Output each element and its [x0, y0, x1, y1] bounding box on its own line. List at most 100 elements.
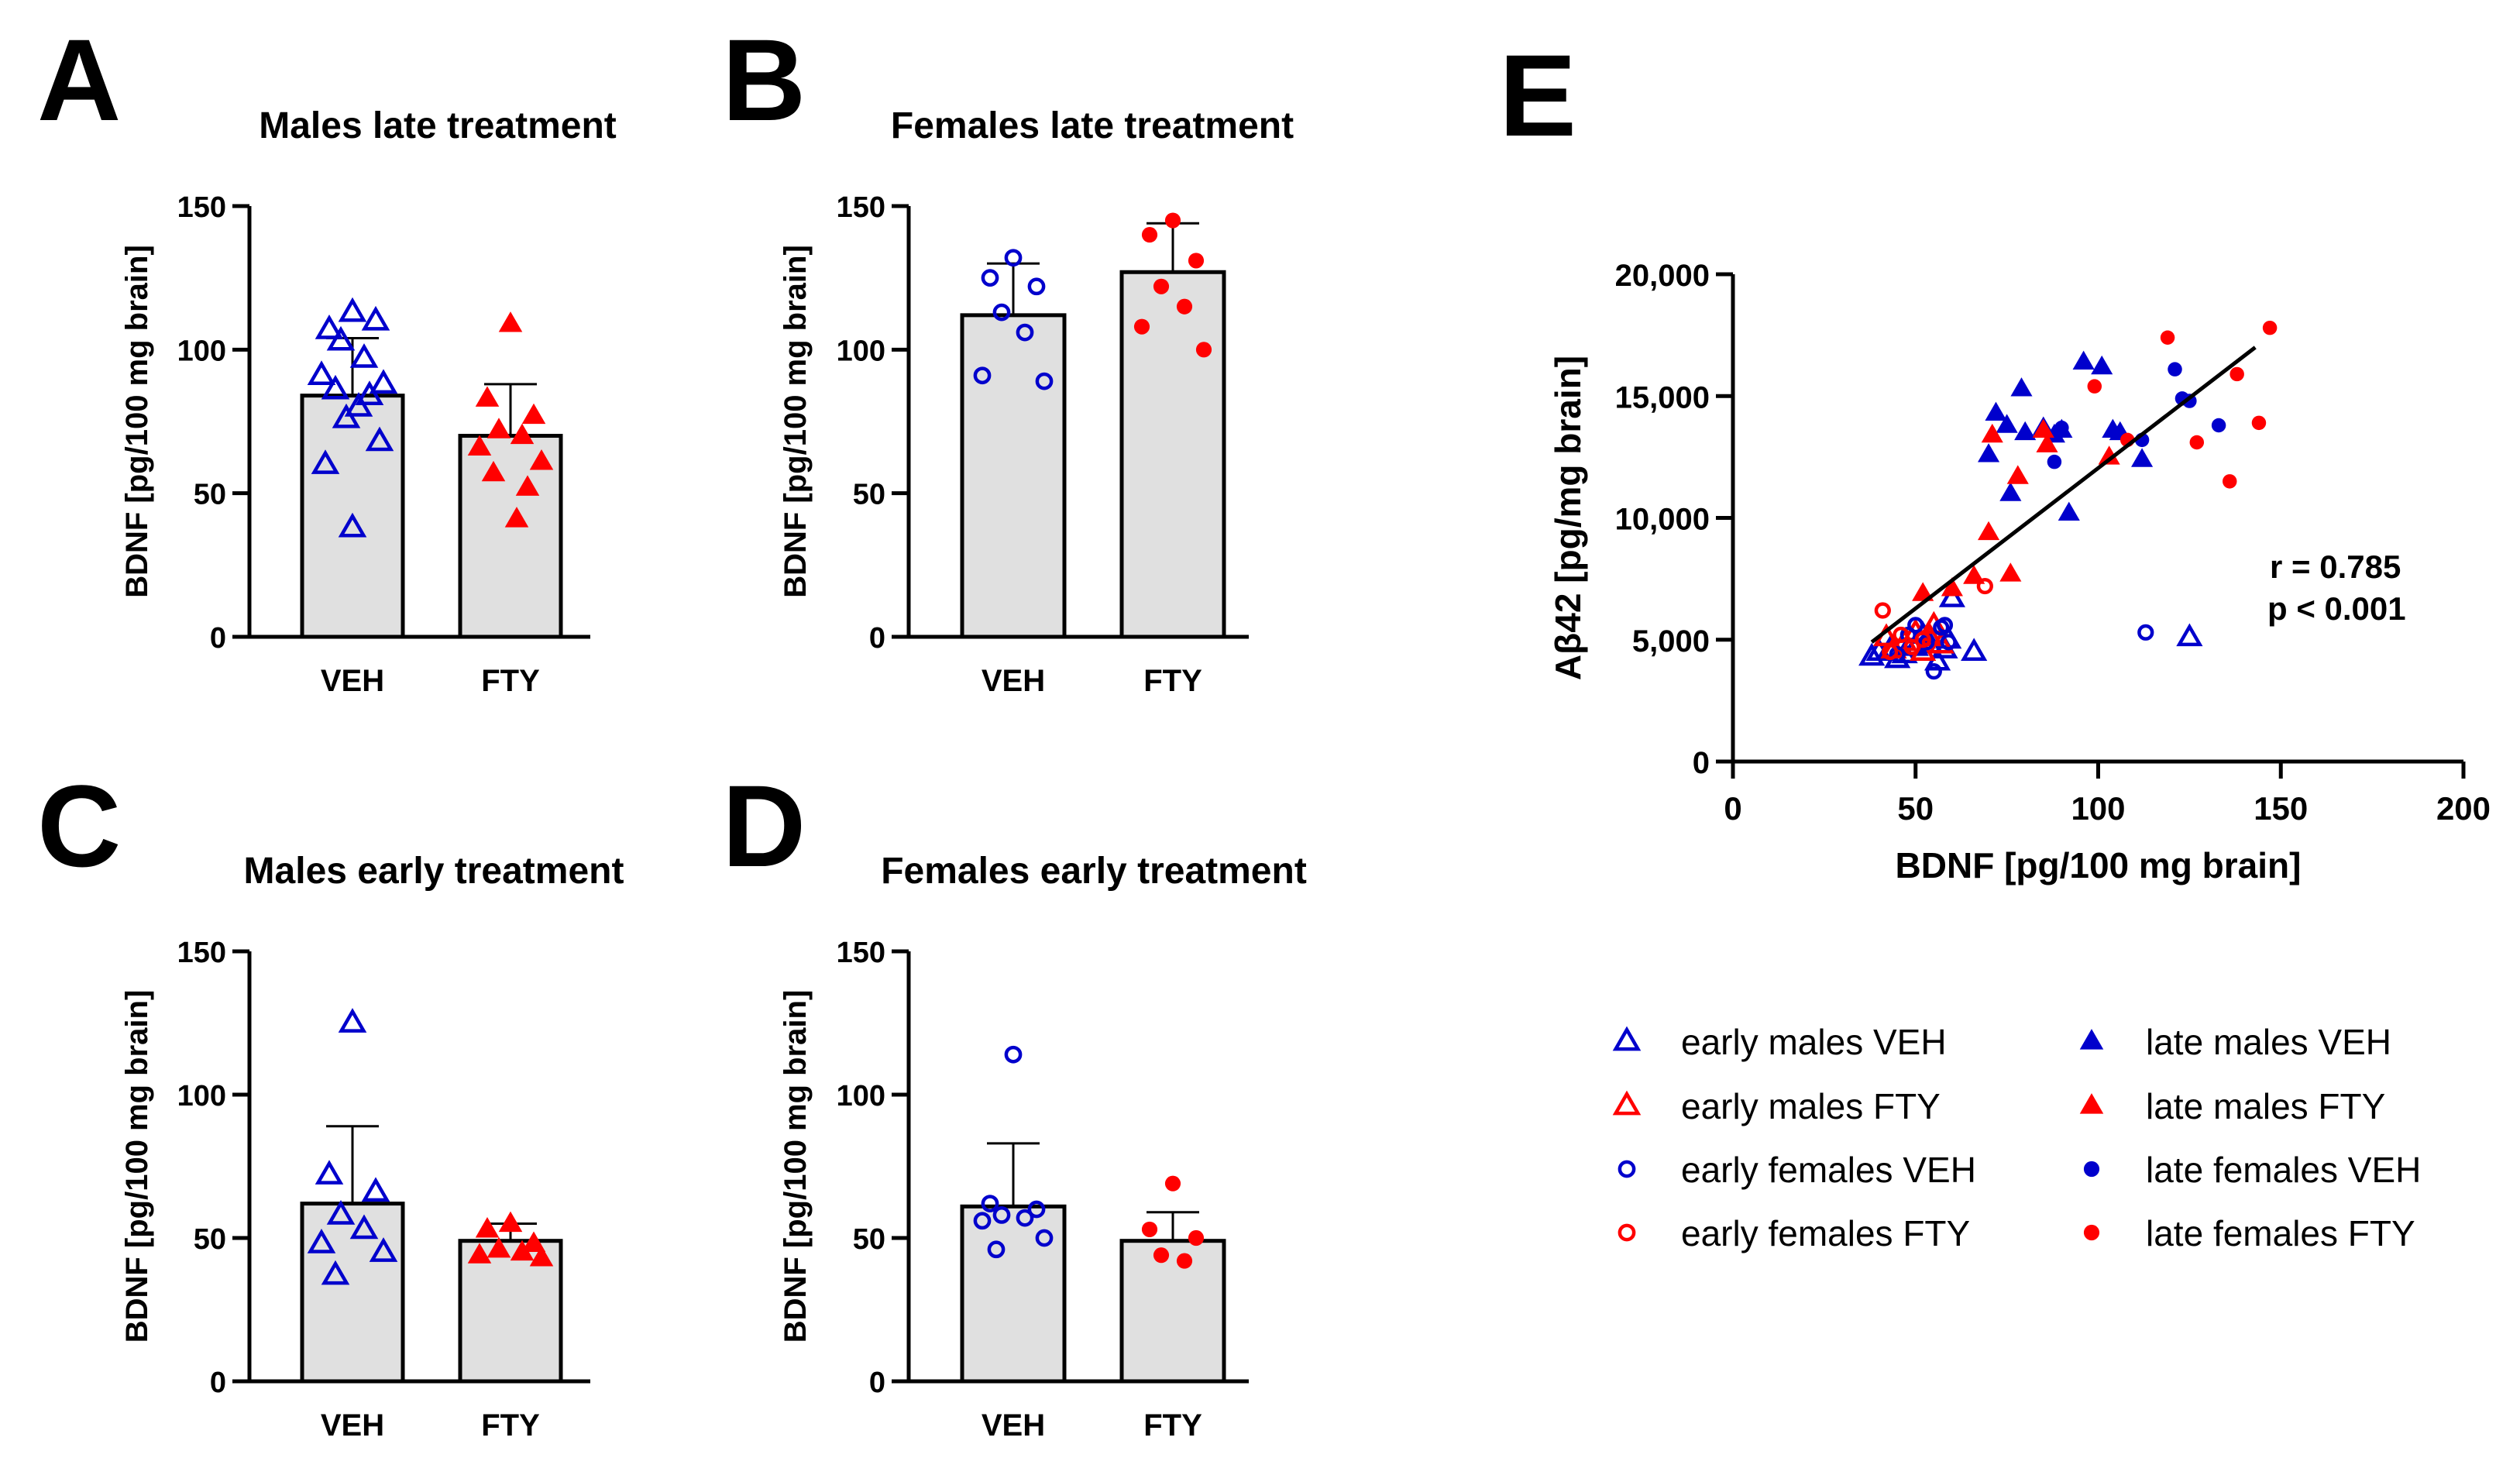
data-point: [361, 305, 390, 331]
data-point: [973, 1212, 992, 1230]
data-point: [311, 449, 340, 474]
bar-VEH: [960, 1204, 1067, 1384]
legend-label: late females FTY: [2146, 1213, 2415, 1253]
data-point: [467, 1243, 492, 1264]
data-point: [1153, 278, 1170, 294]
chart-title-C: Males early treatment: [244, 851, 624, 892]
data-point: [521, 403, 546, 425]
data-point: [1195, 342, 1212, 358]
legend-label: early females VEH: [1681, 1150, 1976, 1190]
y-axis-label-C: BDNF [pg/100 mg brain]: [120, 990, 154, 1343]
x-tick-label-FTY: FTY: [481, 1408, 540, 1443]
data-point: [1963, 565, 1985, 584]
x-tick-label-FTY: FTY: [481, 664, 540, 698]
x-tick-label-VEH: VEH: [321, 664, 384, 698]
data-point: [321, 1260, 350, 1285]
data-point: [1907, 617, 1924, 634]
data-point: [349, 343, 379, 368]
y-tick-label: 15,000: [1615, 380, 1710, 414]
legend-marker: [1612, 1090, 1642, 1116]
data-point: [321, 374, 350, 400]
data-point: [1882, 643, 1899, 661]
data-point: [992, 303, 1011, 322]
y-tick-label: 150: [837, 191, 885, 224]
data-point: [326, 1200, 356, 1225]
data-point: [1977, 521, 2000, 541]
x-tick-label: 200: [2436, 790, 2491, 827]
data-point: [315, 315, 344, 339]
series-late-females-VEH: [2047, 362, 2226, 469]
data-point: [2036, 433, 2058, 452]
legend: early males VEH early males FTY early fema…: [1612, 1022, 2421, 1253]
data-point: [1941, 577, 1963, 597]
data-point: [1999, 482, 2022, 501]
panel-label-A: A: [37, 15, 121, 145]
data-point: [1153, 1247, 1170, 1264]
data-point: [1016, 323, 1034, 342]
legend-label: early males FTY: [1681, 1086, 1941, 1126]
data-point: [1188, 1229, 1205, 1247]
data-point: [2032, 418, 2054, 438]
y-tick-label: 0: [869, 622, 885, 655]
data-point: [1035, 372, 1054, 390]
data-point: [2010, 377, 2033, 397]
y-tick-label: 10,000: [1615, 503, 1710, 537]
data-point: [1914, 631, 1931, 648]
data-point: [521, 1231, 546, 1252]
panel-label-B: B: [722, 15, 806, 145]
y-tick-label: 100: [177, 1080, 226, 1112]
data-point: [515, 475, 540, 496]
data-point: [2176, 623, 2203, 647]
data-point: [1976, 577, 1993, 595]
data-point: [2072, 350, 2095, 370]
data-point: [1176, 298, 1193, 315]
data-point: [1164, 1175, 1181, 1192]
data-point: [1035, 1229, 1054, 1247]
y-tick-label: 0: [210, 622, 226, 655]
data-point: [315, 1160, 344, 1185]
panel-label-C: C: [37, 761, 121, 891]
data-point: [1996, 414, 2018, 433]
data-point: [1874, 602, 1891, 619]
data-point: [981, 1195, 999, 1212]
data-point: [2006, 465, 2029, 484]
legend-label: late males FTY: [2146, 1086, 2385, 1126]
data-point: [2054, 420, 2069, 435]
panel-label-D: D: [722, 761, 806, 891]
data-point: [332, 403, 361, 428]
data-point: [510, 423, 535, 445]
data-point: [2087, 379, 2102, 394]
chart-title-B: Females late treatment: [891, 105, 1294, 146]
data-point: [1936, 617, 1954, 634]
data-point: [529, 449, 554, 470]
annotation-p: p < 0.001: [2267, 590, 2406, 627]
x-tick-label: 0: [1724, 790, 1741, 827]
data-point: [361, 1177, 390, 1202]
data-point: [2189, 435, 2205, 450]
y-tick-label: 0: [210, 1367, 226, 1399]
bar-VEH: [960, 313, 1067, 639]
y-axis-label-D: BDNF [pg/100 mg brain]: [779, 990, 813, 1343]
x-axis-label-E: BDNF [pg/100 mg brain]: [1896, 845, 2302, 885]
data-point: [1999, 562, 2022, 582]
data-point: [326, 325, 356, 351]
bar-VEH: [300, 1202, 405, 1384]
y-tick-label: 20,000: [1615, 259, 1710, 293]
data-point: [2223, 474, 2237, 489]
x-tick-label: 100: [2071, 790, 2125, 827]
chart-title-D: Females early treatment: [881, 851, 1307, 892]
data-point: [2211, 418, 2226, 433]
series-late-males-FTY: [1912, 418, 2120, 601]
data-point: [987, 1240, 1006, 1259]
panel-A: A Males late treatment 0 50 100 150 VEH FTY BDNF…: [37, 15, 617, 698]
fit-line: [1870, 346, 2257, 644]
data-point: [2091, 355, 2113, 375]
data-point: [1927, 630, 1954, 654]
data-point: [475, 1217, 500, 1238]
data-point: [349, 1214, 379, 1240]
data-point: [486, 418, 511, 438]
y-tick-label: 150: [837, 937, 885, 969]
y-axis-label-B: BDNF [pg/100 mg brain]: [779, 245, 813, 598]
data-point: [1858, 642, 1886, 666]
